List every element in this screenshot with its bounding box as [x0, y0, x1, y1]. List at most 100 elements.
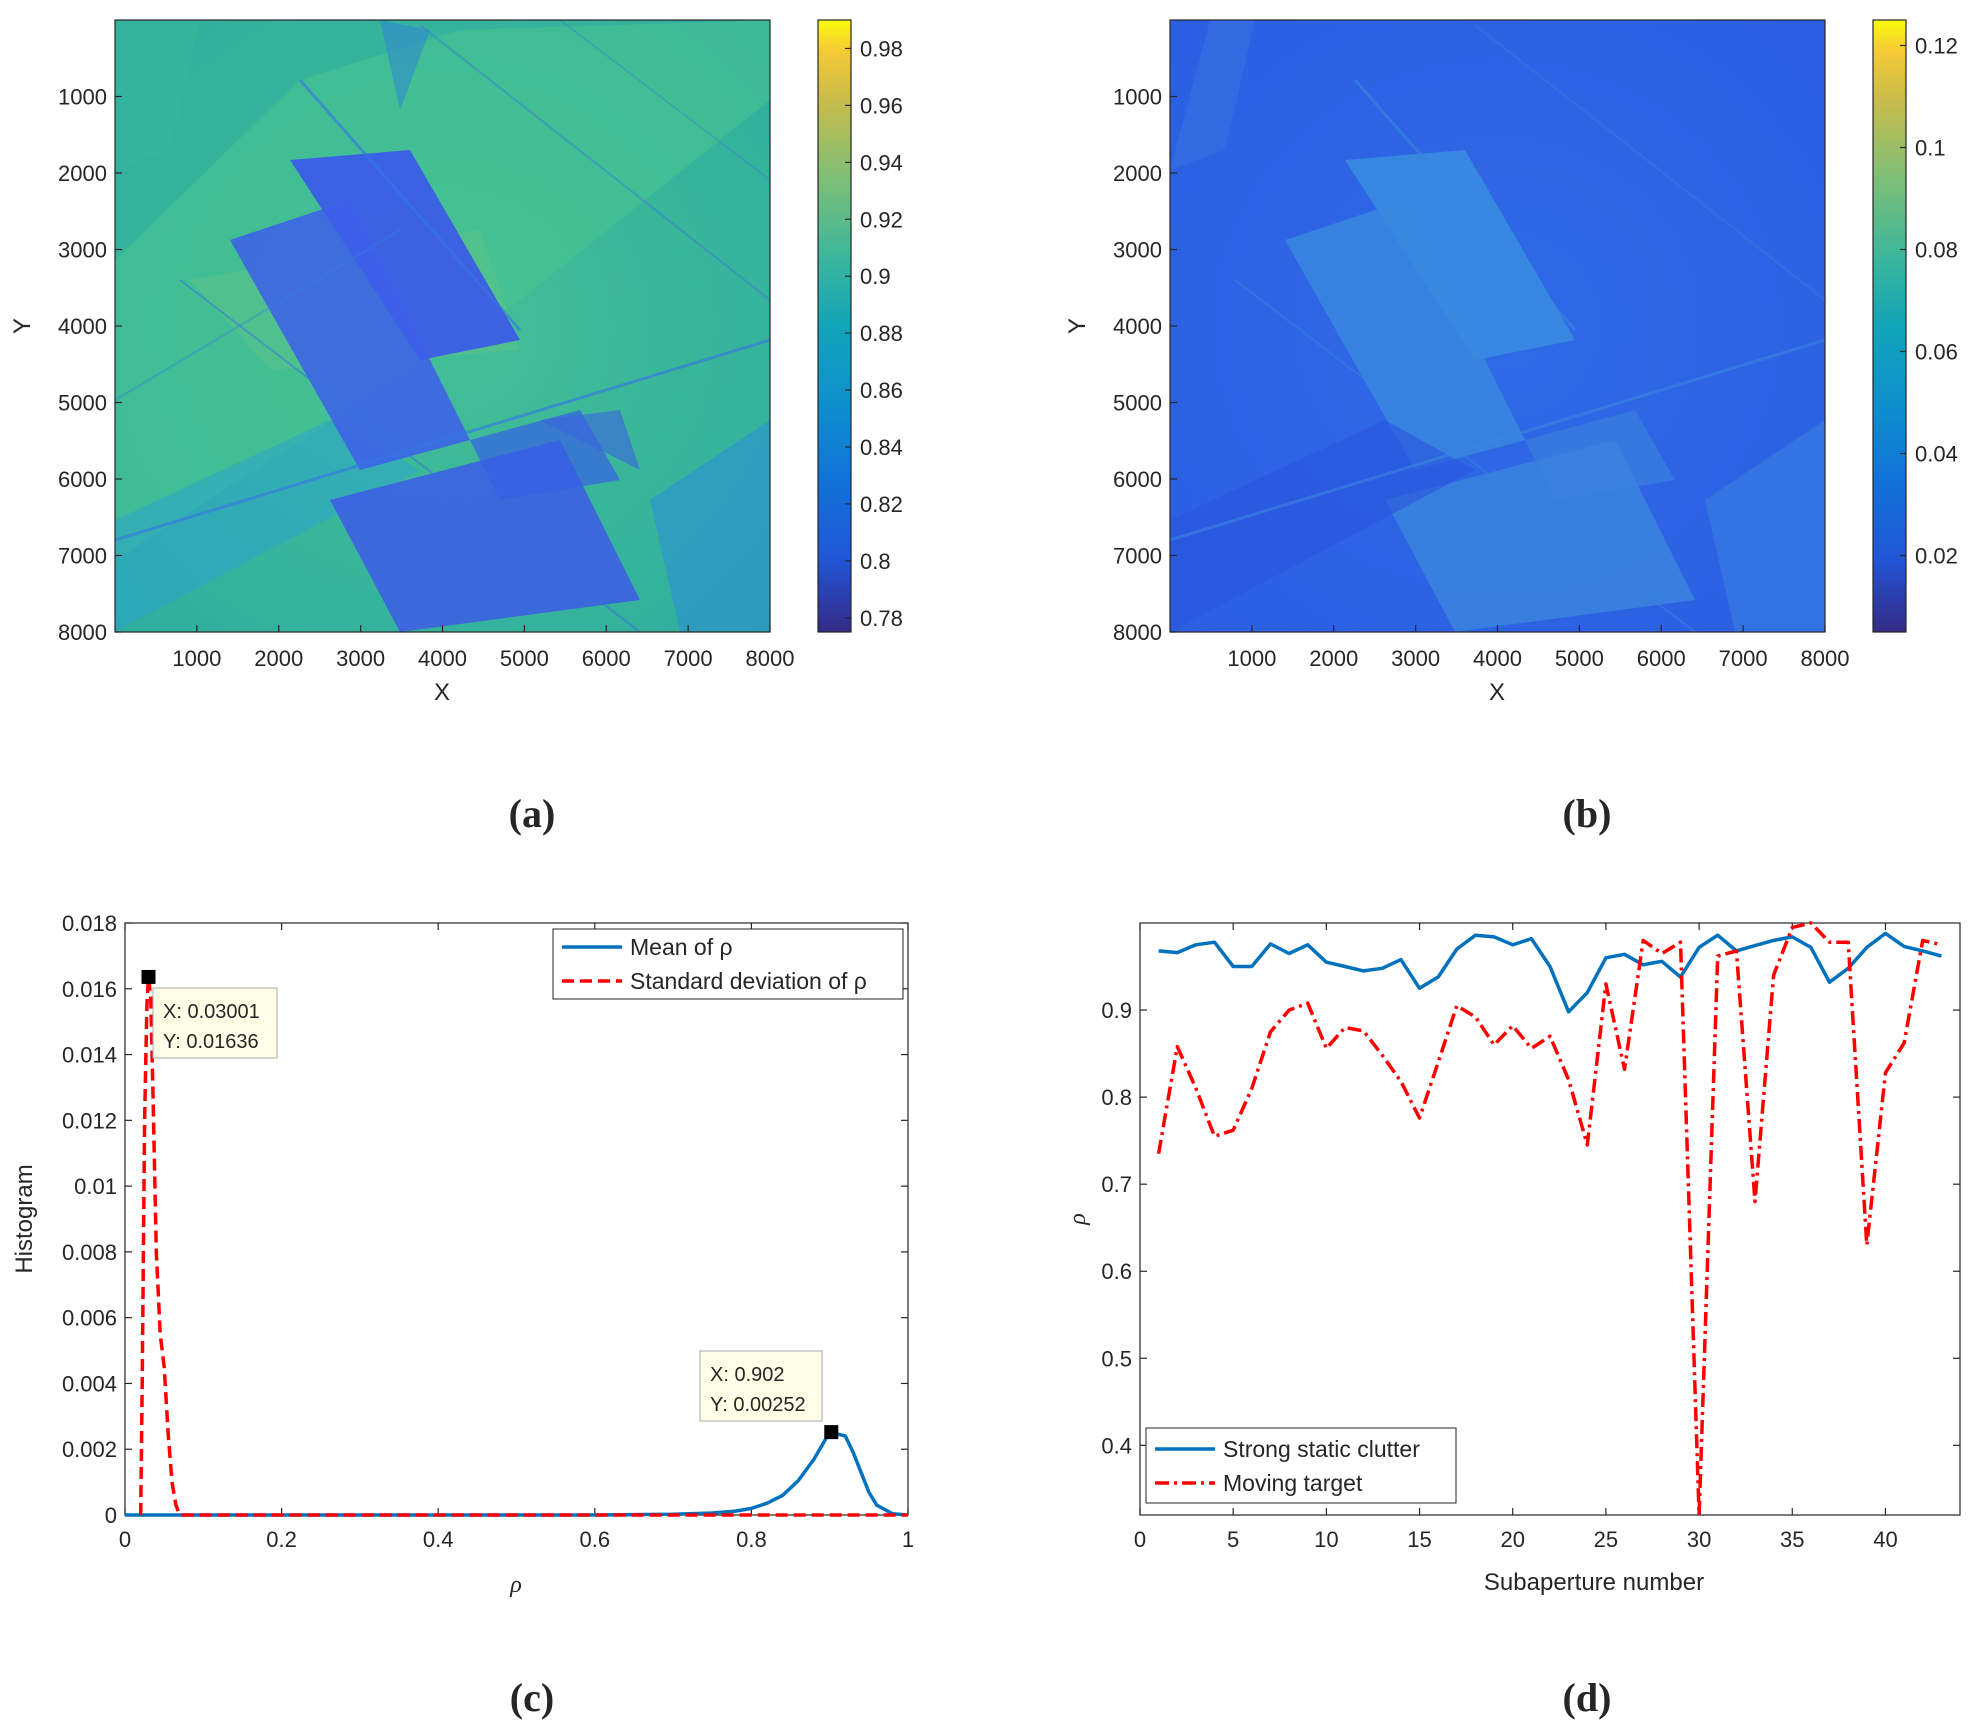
y-tick-label: 8000 — [58, 620, 107, 645]
y-tick-label: 8000 — [1113, 620, 1162, 645]
x-tick-label: 2000 — [1309, 646, 1358, 671]
x-tick-label: 4000 — [418, 646, 467, 671]
x-tick-label: 5000 — [1555, 646, 1604, 671]
colorbar-tick-label: 0.88 — [860, 321, 903, 346]
panel-c-caption: (c) — [510, 1675, 554, 1720]
colorbar-tick-label: 0.08 — [1915, 238, 1958, 263]
panel-d: 0 5 10 15 20 25 30 35 40 0.4 0.5 0.6 0.7 0.8 0.9 Stron… — [1065, 921, 1961, 1720]
y-tick-label: 0.018 — [62, 911, 117, 936]
x-tick-label: 3000 — [336, 646, 385, 671]
y-tick-label: 0.008 — [62, 1240, 117, 1265]
colorbar-tick-label: 0.92 — [860, 207, 903, 232]
x-tick-label: 6000 — [582, 646, 631, 671]
y-tick-label: 5000 — [58, 391, 107, 416]
datatip-marker — [141, 969, 156, 984]
series-line-mean-of- — [125, 1430, 909, 1517]
colorbar-tick-label: 0.84 — [860, 435, 903, 460]
y-tick-label: 0.004 — [62, 1371, 117, 1396]
x-tick-label: 0 — [1134, 1527, 1146, 1552]
panel-a-x-ticks: 1000 2000 3000 4000 5000 6000 7000 8000 — [172, 625, 794, 671]
panel-d-ticks: 0 5 10 15 20 25 30 35 40 0.4 0.5 0.6 0.7 0.8 0.9 — [1101, 923, 1960, 1552]
panel-c-ticks: 0 0.2 0.4 0.6 0.8 1 0 0.002 0.004 0.006 0.008 0.01 0… — [62, 911, 914, 1552]
panel-b: 1000 2000 3000 4000 5000 6000 7000 8000 1000 200… — [1064, 19, 1958, 836]
panel-d-legend: Strong static clutter Moving target — [1145, 1427, 1457, 1504]
y-tick-label: 4000 — [58, 314, 107, 339]
panel-a: 1000 2000 3000 4000 5000 6000 7000 8000 1000 200… — [9, 19, 903, 836]
y-tick-label: 3000 — [58, 238, 107, 263]
colorbar-tick-label: 0.1 — [1915, 136, 1946, 161]
x-tick-label: 8000 — [1801, 646, 1850, 671]
x-tick-label: 3000 — [1391, 646, 1440, 671]
datatip-std-y: Y: 0.01636 — [163, 1031, 259, 1053]
panel-b-ylabel: Y — [1064, 318, 1091, 334]
y-tick-label: 1000 — [58, 85, 107, 110]
x-tick-label: 0.6 — [580, 1527, 611, 1552]
x-tick-label: 35 — [1780, 1527, 1804, 1552]
colorbar-tick-label: 0.98 — [860, 36, 903, 61]
x-tick-label: 0.8 — [736, 1527, 767, 1552]
x-tick-label: 4000 — [1473, 646, 1522, 671]
x-tick-label: 0 — [119, 1527, 131, 1552]
panel-a-caption: (a) — [509, 791, 556, 836]
panel-b-colorbar-ticks: 0.02 0.04 0.06 0.08 0.1 0.12 — [1900, 34, 1958, 569]
datatip-marker — [824, 1425, 839, 1440]
y-tick-label: 6000 — [1113, 467, 1162, 492]
colorbar-tick-label: 0.96 — [860, 93, 903, 118]
panel-b-y-ticks: 1000 2000 3000 4000 5000 6000 7000 8000 — [1113, 85, 1177, 645]
colorbar-tick-label: 0.82 — [860, 492, 903, 517]
x-tick-label: 1000 — [1227, 646, 1276, 671]
x-tick-label: 7000 — [1719, 646, 1768, 671]
y-tick-label: 0.5 — [1101, 1346, 1132, 1371]
y-tick-label: 2000 — [58, 161, 107, 186]
x-tick-label: 10 — [1314, 1527, 1338, 1552]
y-tick-label: 1000 — [1113, 85, 1162, 110]
x-tick-label: 6000 — [1637, 646, 1686, 671]
datatip-mean-x: X: 0.902 — [710, 1364, 785, 1386]
panel-c-markers — [141, 969, 839, 1440]
y-tick-label: 0.016 — [62, 977, 117, 1002]
colorbar-tick-label: 0.78 — [860, 606, 903, 631]
y-tick-label: 0.01 — [74, 1174, 117, 1199]
y-tick-label: 0.002 — [62, 1437, 117, 1462]
y-tick-label: 0.6 — [1101, 1259, 1132, 1284]
panel-b-texture — [1170, 20, 1825, 632]
legend-label-clutter: Strong static clutter — [1223, 1436, 1420, 1462]
x-tick-label: 8000 — [746, 646, 795, 671]
colorbar-tick-label: 0.04 — [1915, 442, 1958, 467]
y-tick-label: 0.012 — [62, 1108, 117, 1133]
x-tick-label: 1000 — [172, 646, 221, 671]
panel-b-x-ticks: 1000 2000 3000 4000 5000 6000 7000 8000 — [1227, 625, 1849, 671]
panel-c-ylabel: Histogram — [11, 1164, 38, 1273]
panel-b-colorbar — [1872, 19, 1907, 633]
panel-d-ylabel: ρ — [1065, 1213, 1091, 1226]
panel-a-xlabel: X — [434, 679, 450, 706]
panel-c-xlabel: ρ — [509, 1572, 522, 1598]
colorbar-tick-label: 0.12 — [1915, 34, 1958, 59]
y-tick-label: 6000 — [58, 467, 107, 492]
x-tick-label: 7000 — [664, 646, 713, 671]
y-tick-label: 0.9 — [1101, 998, 1132, 1023]
x-tick-label: 5000 — [500, 646, 549, 671]
panel-a-ylabel: Y — [9, 318, 36, 334]
y-tick-label: 2000 — [1113, 161, 1162, 186]
y-tick-label: 7000 — [1113, 544, 1162, 569]
x-tick-label: 30 — [1687, 1527, 1711, 1552]
colorbar-tick-label: 0.06 — [1915, 340, 1958, 365]
panel-c-datatip-mean: X: 0.902 Y: 0.00252 — [699, 1350, 823, 1422]
y-tick-label: 0 — [105, 1503, 117, 1528]
x-tick-label: 40 — [1873, 1527, 1897, 1552]
y-tick-label: 3000 — [1113, 238, 1162, 263]
colorbar-tick-label: 0.86 — [860, 378, 903, 403]
panel-d-xlabel: Subaperture number — [1484, 1569, 1704, 1596]
series-line-strong-static-clutter — [1158, 931, 1942, 1014]
panel-c-series — [125, 975, 909, 1517]
y-tick-label: 4000 — [1113, 314, 1162, 339]
y-tick-label: 0.006 — [62, 1306, 117, 1331]
x-tick-label: 2000 — [254, 646, 303, 671]
panel-d-axes — [1139, 922, 1961, 1516]
x-tick-label: 20 — [1500, 1527, 1524, 1552]
legend-label-mean: Mean of ρ — [630, 934, 733, 960]
panel-c: 0 0.2 0.4 0.6 0.8 1 0 0.002 0.004 0.006 0.008 0.01 0… — [11, 911, 914, 1720]
panel-c-legend: Mean of ρ Standard deviation of ρ — [552, 928, 904, 1000]
